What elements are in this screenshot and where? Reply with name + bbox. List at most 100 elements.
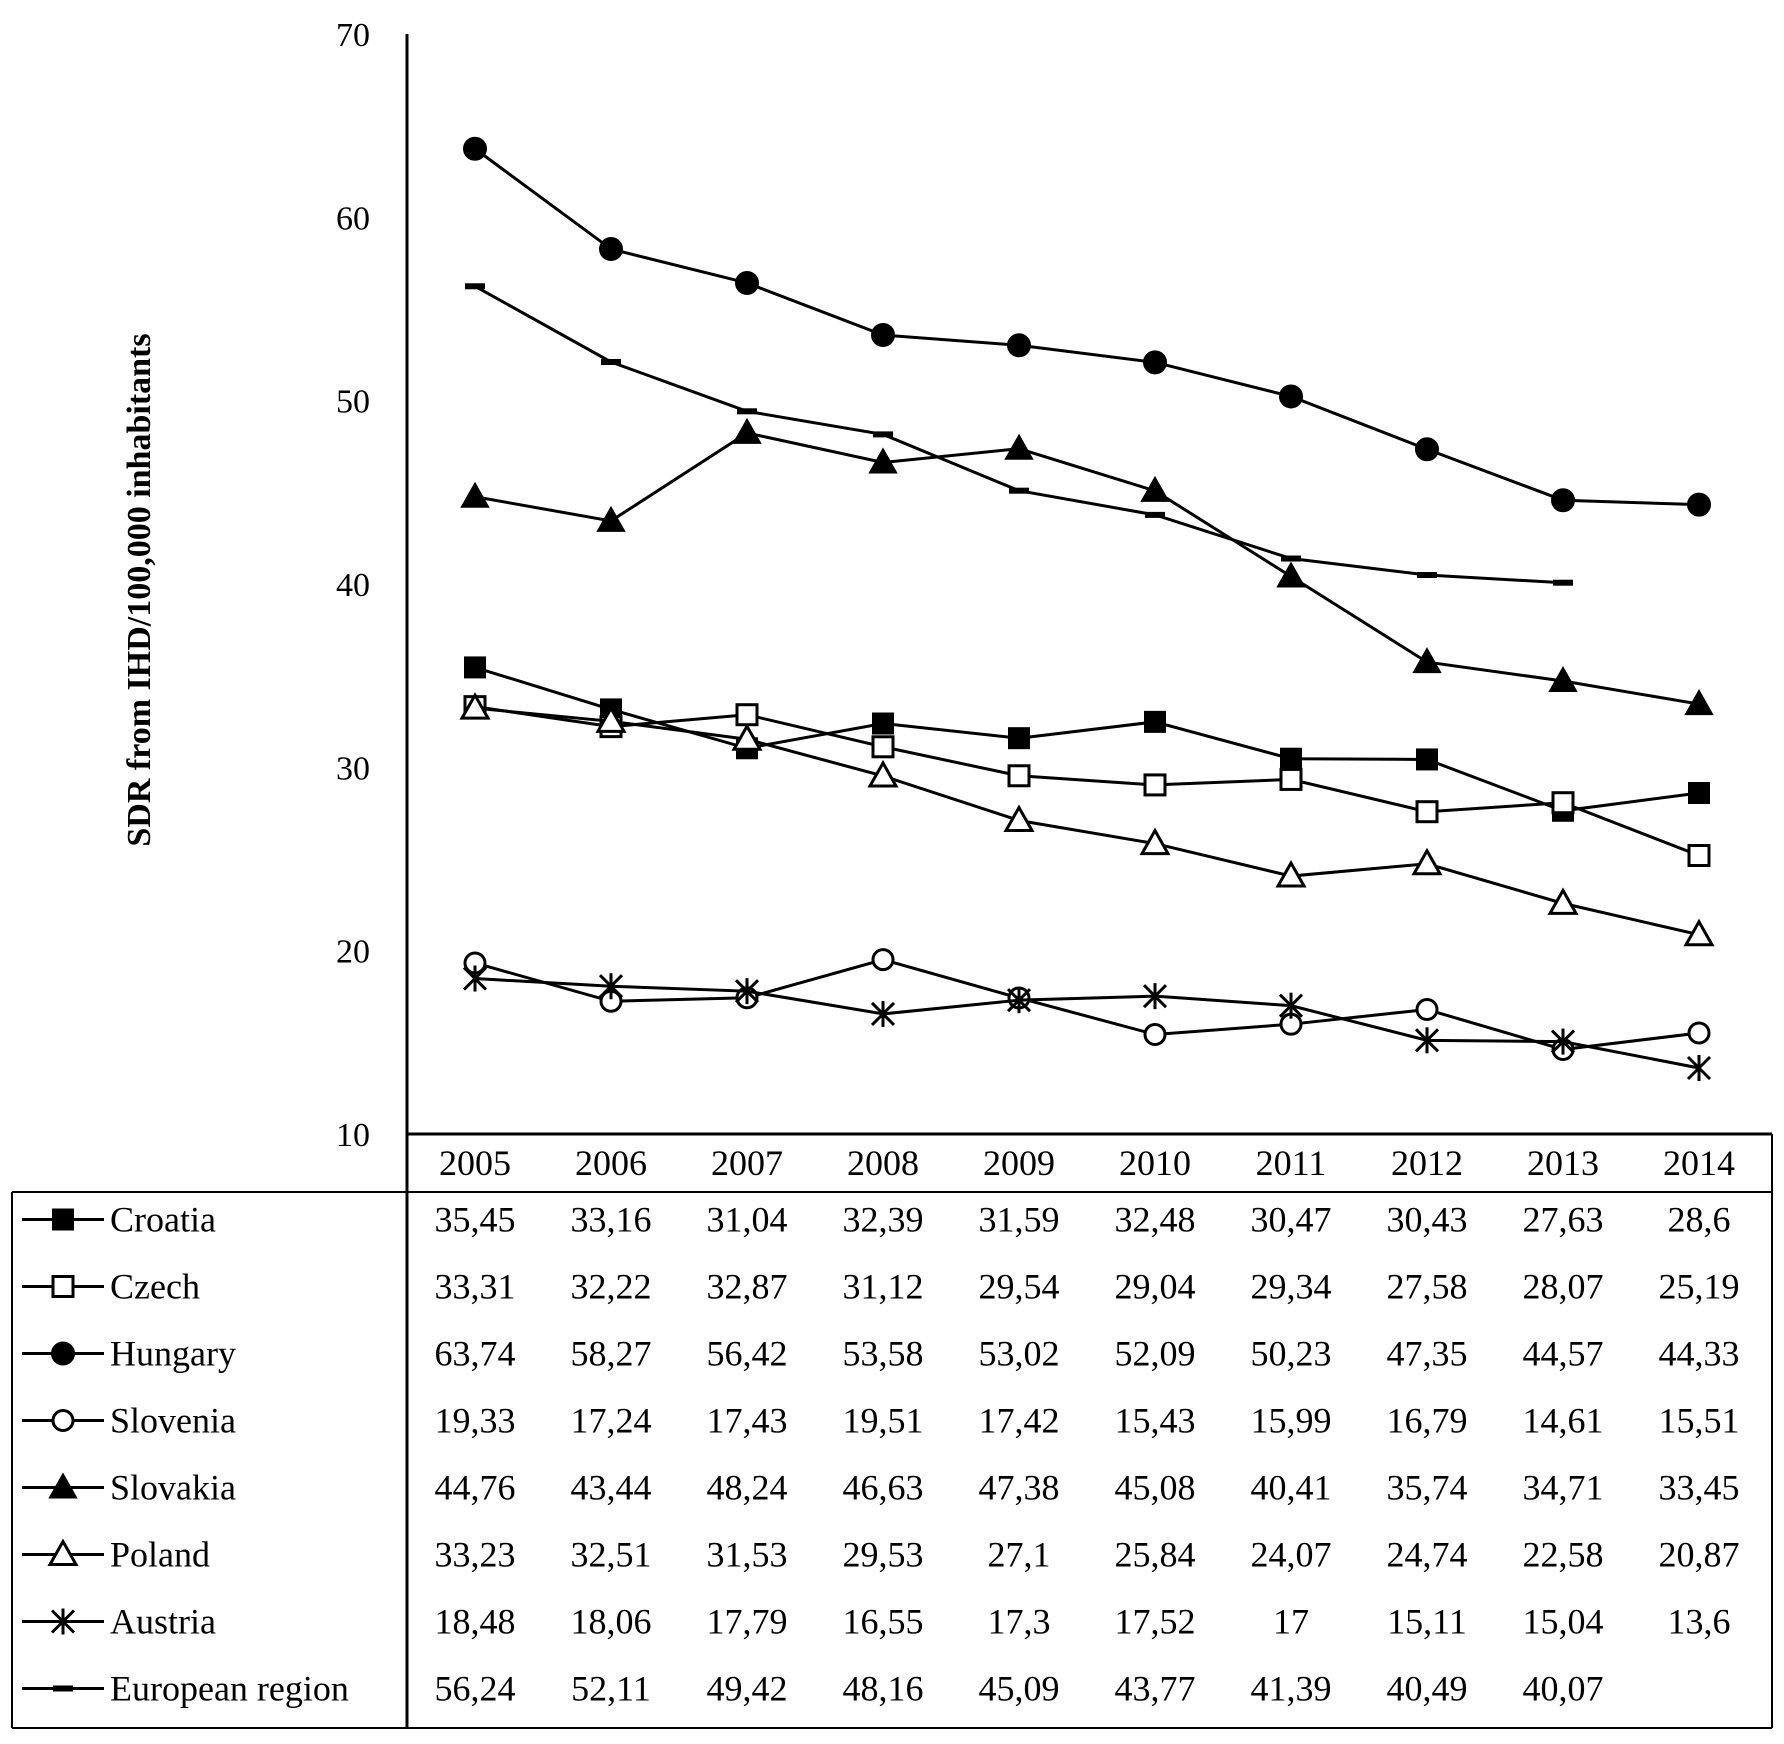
series-line	[474, 958, 1700, 1052]
data-point	[1278, 992, 1304, 1019]
data-point	[1143, 350, 1167, 375]
table-cell: 41,39	[1251, 1669, 1332, 1709]
table-cell: 19,51	[843, 1401, 924, 1441]
series-line	[474, 705, 1700, 857]
y-tick-label: 20	[336, 934, 370, 971]
data-point	[1547, 887, 1579, 915]
data-point	[872, 712, 894, 735]
table-cell: 16,79	[1387, 1401, 1468, 1441]
legend-key	[22, 1608, 104, 1635]
data-point	[1687, 1021, 1711, 1045]
data-point	[1007, 764, 1031, 788]
x-category-label: 2010	[1119, 1143, 1191, 1183]
data-point	[1416, 748, 1438, 771]
data-table: 2005 2006 2007 2008 2009 2010 2011 2012 2013 2014…	[22, 1143, 1740, 1709]
table-cell: 32,87	[707, 1267, 788, 1307]
series-poland	[459, 692, 1715, 947]
table-cell: 18,06	[571, 1602, 652, 1642]
table-cell: 40,41	[1251, 1468, 1332, 1508]
data-point	[1006, 987, 1032, 1014]
data-point	[1145, 511, 1165, 518]
series-line	[474, 665, 1700, 813]
data-point	[465, 283, 485, 290]
series-hungary	[463, 136, 1711, 517]
data-point	[1276, 561, 1306, 588]
data-point	[1281, 555, 1301, 562]
data-point	[464, 656, 486, 679]
data-point	[463, 136, 487, 161]
data-point	[1280, 747, 1302, 770]
data-point	[1684, 689, 1714, 716]
table-cell: 13,6	[1668, 1602, 1731, 1642]
data-point	[1415, 800, 1439, 824]
table-cell: 43,44	[571, 1468, 652, 1508]
y-tick-label: 40	[336, 567, 370, 604]
table-cell: 15,04	[1523, 1602, 1604, 1642]
legend-label: Poland	[110, 1535, 210, 1575]
table-cell: 31,59	[979, 1200, 1060, 1240]
data-point	[1688, 782, 1710, 804]
data-point	[1414, 1027, 1440, 1054]
table-cell: 33,31	[435, 1267, 516, 1307]
table-cell: 16,55	[843, 1602, 924, 1642]
data-point	[735, 703, 759, 727]
data-point	[871, 735, 895, 759]
legend-label: Czech	[110, 1267, 200, 1307]
series-czech	[463, 695, 1711, 868]
data-point	[731, 723, 763, 751]
table-cell: 17,42	[979, 1401, 1060, 1441]
data-point	[1411, 847, 1443, 876]
y-tick-label: 50	[336, 384, 370, 421]
x-category-label: 2006	[575, 1143, 647, 1183]
data-point	[870, 1000, 896, 1027]
data-point	[1009, 487, 1029, 494]
legend-marker	[52, 1208, 74, 1231]
table-cell: 28,07	[1523, 1267, 1604, 1307]
data-point	[595, 705, 627, 733]
legend-key	[22, 1472, 104, 1499]
table-cell: 28,6	[1668, 1200, 1731, 1240]
legend-key	[22, 1538, 104, 1566]
axes	[11, 34, 1773, 1729]
table-cell: 24,07	[1251, 1535, 1332, 1575]
table-cell: 30,47	[1251, 1200, 1332, 1240]
table-cell: 27,1	[988, 1535, 1051, 1575]
legend-marker	[47, 1538, 79, 1566]
table-row: Austria 18,48 18,06 17,79 16,55 17,3 17,52 17 15…	[22, 1602, 1731, 1642]
table-cell: 47,38	[979, 1468, 1060, 1508]
legend-marker	[51, 1409, 75, 1432]
series-line	[474, 706, 1700, 937]
table-cell: 17	[1273, 1602, 1309, 1642]
x-category-label: 2005	[439, 1143, 511, 1183]
data-point	[735, 270, 759, 295]
table-cell: 31,53	[707, 1535, 788, 1575]
table-cell: 17,24	[571, 1401, 652, 1441]
table-cell: 29,04	[1115, 1267, 1196, 1307]
data-point	[1686, 1055, 1712, 1081]
legend-key	[22, 1685, 104, 1692]
y-axis-label: SDR from IHD/100,000 inhabitants	[121, 333, 158, 846]
data-point	[1550, 1028, 1576, 1055]
legend-marker	[50, 1608, 76, 1635]
data-point	[1551, 488, 1575, 513]
data-point	[1143, 1022, 1167, 1046]
y-tick-label: 60	[336, 200, 370, 237]
table-cell: 44,33	[1659, 1334, 1740, 1374]
legend-key	[22, 1341, 104, 1366]
table-cell: 46,63	[843, 1468, 924, 1508]
data-point	[460, 481, 490, 508]
x-category-label: 2012	[1391, 1143, 1463, 1183]
table-cell: 15,99	[1251, 1401, 1332, 1441]
table-cell: 32,22	[571, 1267, 652, 1307]
data-point	[873, 431, 893, 438]
x-category-label: 2008	[847, 1143, 919, 1183]
table-cell: 29,54	[979, 1267, 1060, 1307]
data-point	[1687, 492, 1711, 517]
legend-label: Croatia	[110, 1200, 216, 1240]
table-cell: 34,71	[1523, 1468, 1604, 1508]
table-cell: 45,08	[1115, 1468, 1196, 1508]
legend-label: Hungary	[110, 1334, 236, 1374]
data-point	[1139, 827, 1171, 856]
table-cell: 14,61	[1523, 1401, 1604, 1441]
